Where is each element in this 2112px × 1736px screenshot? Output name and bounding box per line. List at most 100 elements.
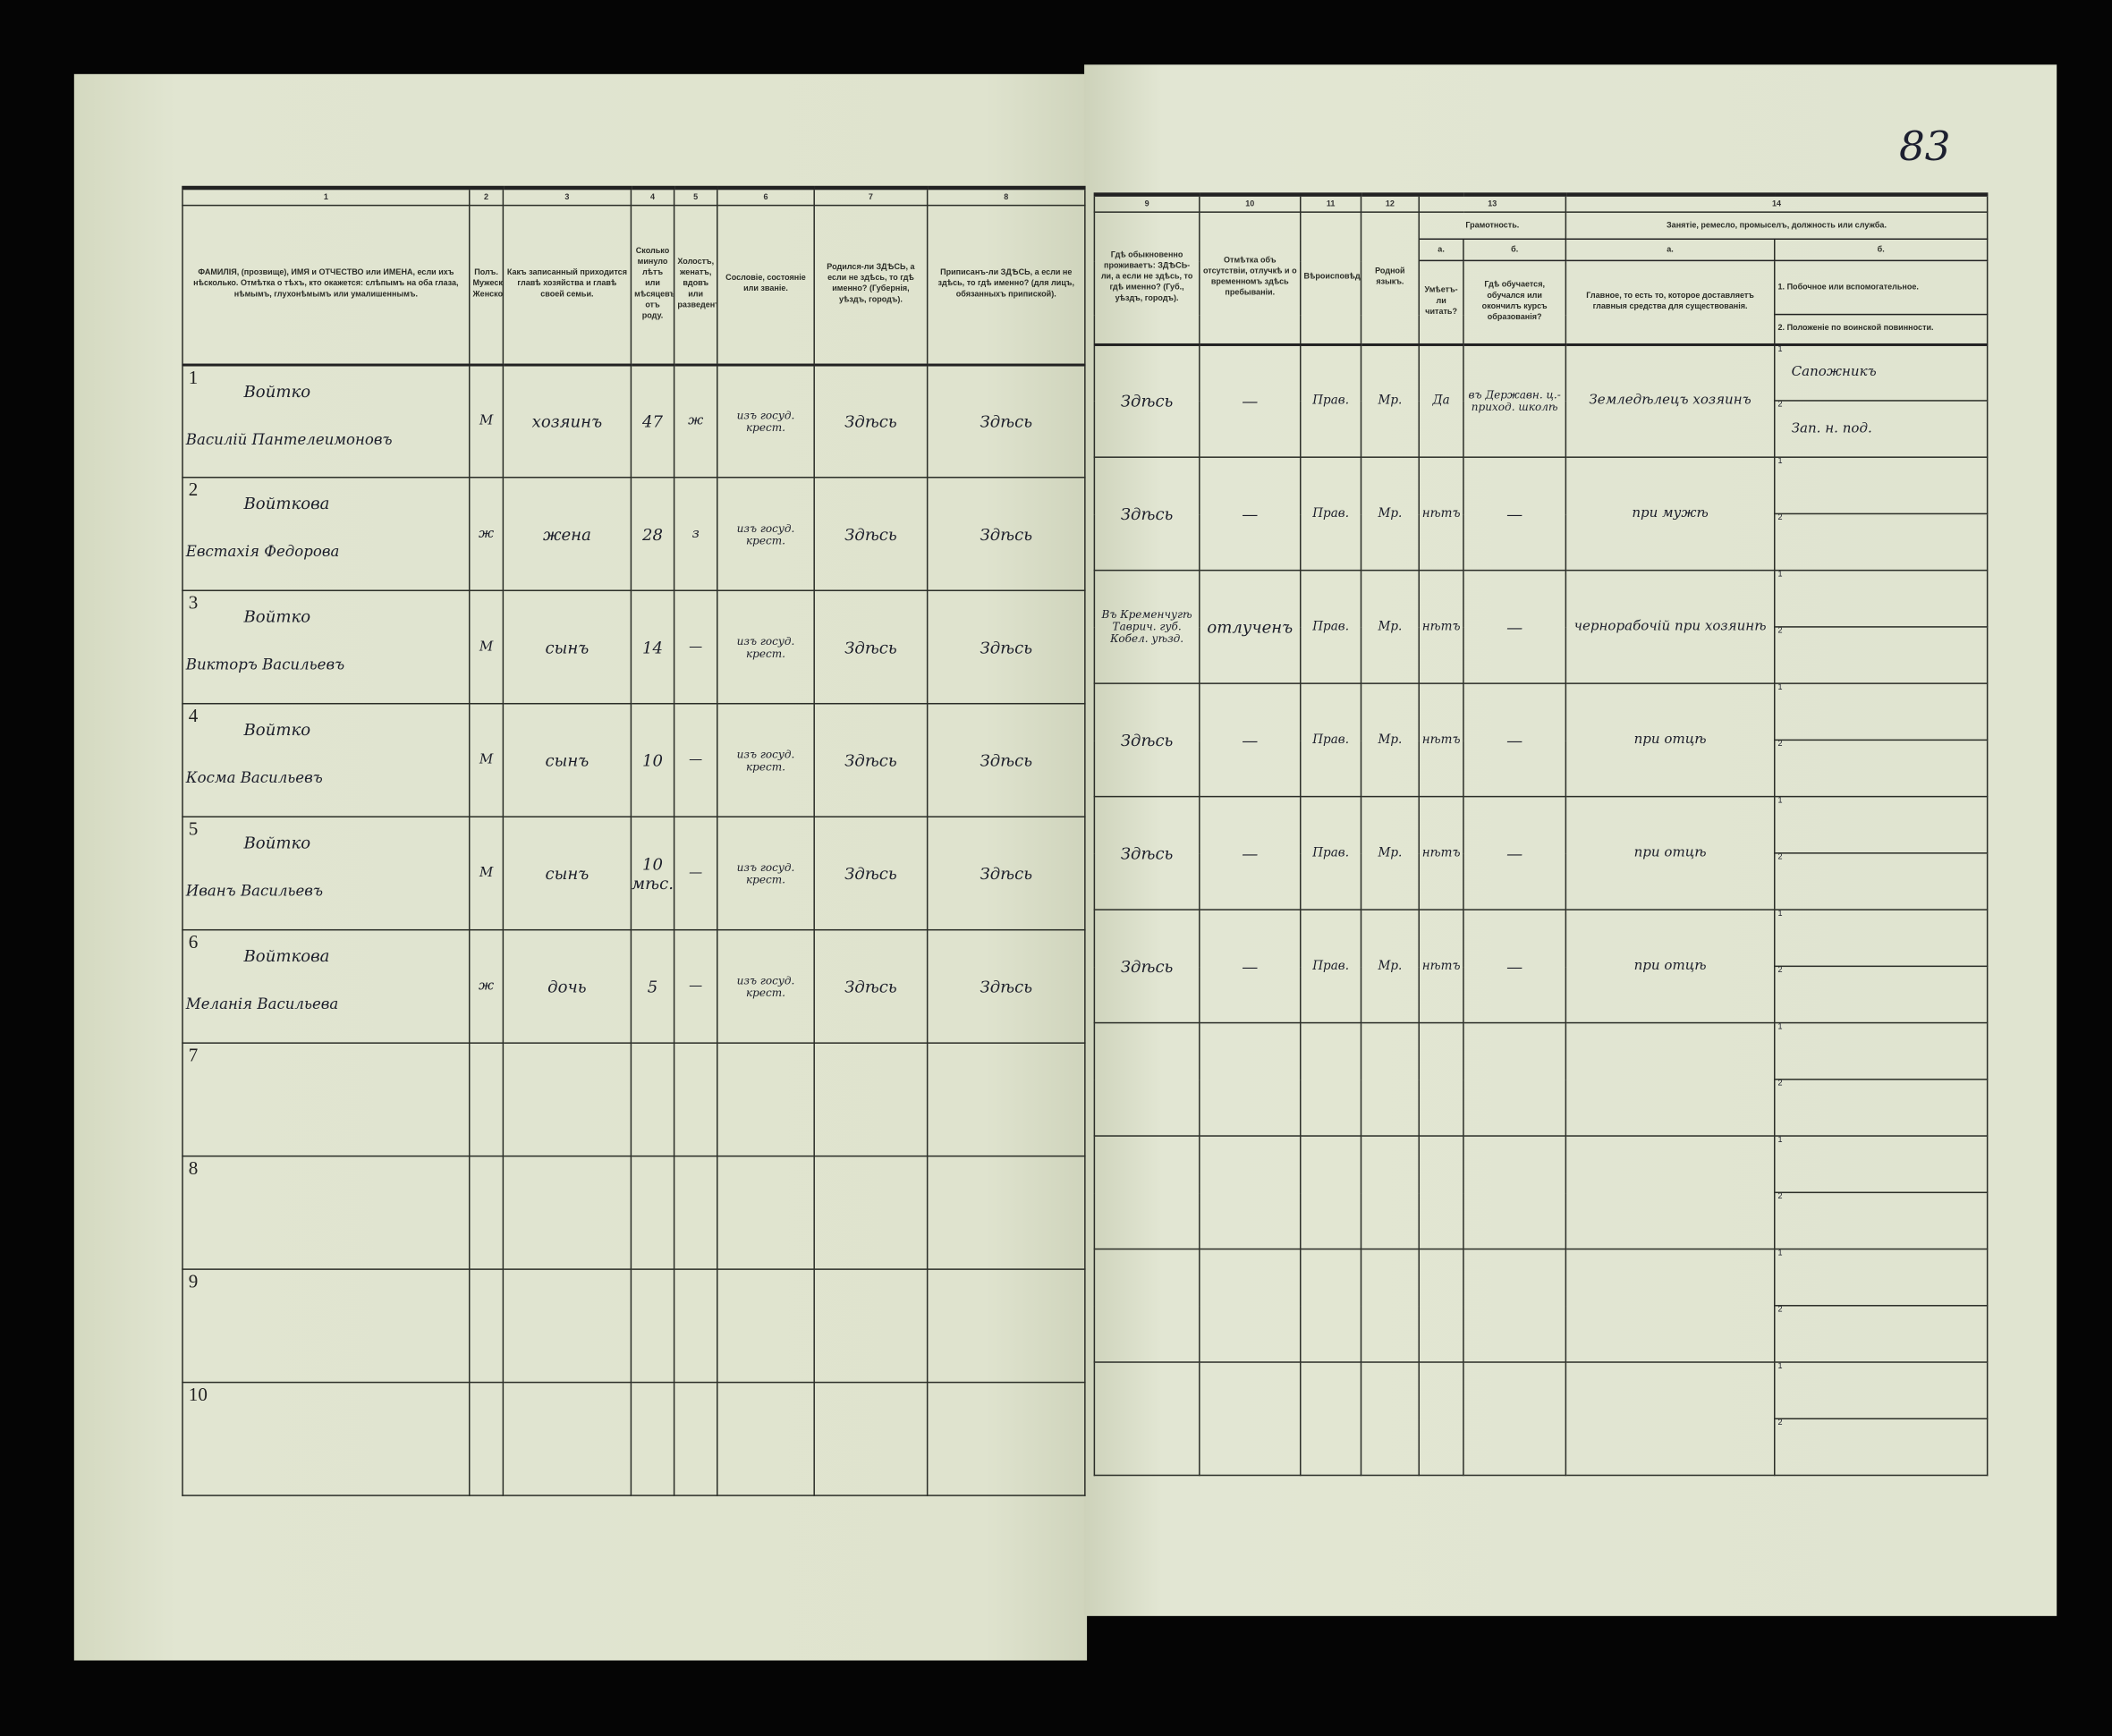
cell-language	[1360, 1021, 1421, 1137]
cell-estate: изъ госуд. крест.	[717, 928, 815, 1044]
cell-absence: отлученъ	[1199, 569, 1302, 684]
cell-language: Мр.	[1360, 456, 1421, 572]
cell-residence: Здѣсь	[1093, 795, 1200, 910]
column-header: Холостъ, женатъ, вдовъ или разведенъ.	[673, 204, 718, 366]
table-row: Въ Кременчугѣ Таврич. губ. Кобел. уѣзд. о…	[1093, 569, 1989, 684]
cell-education: —	[1463, 795, 1567, 910]
sub-label: 2	[1777, 1193, 1783, 1202]
census-table-right: 9 10 11 12 13 14 Гдѣ обыкновенно прожива…	[1093, 192, 1989, 1477]
cell-residence	[1093, 1361, 1200, 1477]
cell-born: Здѣсь	[813, 816, 929, 931]
cell-literate: нѣтъ	[1418, 682, 1464, 798]
cell-relation: хозяинъ	[502, 363, 632, 478]
row-number: 8	[188, 1159, 199, 1180]
header-occupation: Занятіе, ремесло, промыселъ, должность и…	[1565, 211, 1989, 241]
cell-occ_main: при мужѣ	[1565, 456, 1776, 572]
row-number: 2	[188, 480, 199, 502]
cell-occ_main	[1565, 1135, 1776, 1250]
page-number: 83	[1899, 123, 1951, 172]
cell-occ_main: при отцѣ	[1565, 682, 1776, 798]
given-name: Меланія Васильева	[185, 995, 339, 1013]
cell-literate	[1418, 1361, 1464, 1477]
name-cell: 1 Войтко Василій Пантелеимоновъ	[182, 363, 471, 478]
col-number: 9	[1093, 192, 1200, 213]
sub-label: 2	[1777, 741, 1783, 749]
name-cell: 2 Войткова Евстахія Федорова	[182, 477, 471, 592]
col-number: 10	[1199, 192, 1302, 213]
cell-age: 5	[630, 928, 675, 1044]
side-occupation-cell: 1	[1774, 795, 1989, 854]
col-number: 4	[630, 185, 675, 207]
sub-label: 1	[1777, 910, 1783, 919]
cell-absence: —	[1199, 456, 1302, 572]
header-can-read: Умѣетъ-ли читать?	[1418, 259, 1464, 346]
sub-label: 2	[1777, 853, 1783, 862]
sub-label: 1	[1777, 1023, 1783, 1032]
cell-estate	[717, 1155, 815, 1270]
cell-marital: —	[673, 589, 718, 705]
cell-literate: нѣтъ	[1418, 795, 1464, 910]
cell-religion: Прав.	[1300, 343, 1362, 458]
sub-label: 2	[1777, 1306, 1783, 1315]
cell-education: въ Державн. ц.-приход. школѣ	[1463, 343, 1567, 458]
cell-registered	[926, 1042, 1086, 1157]
col-number: 14	[1565, 192, 1989, 213]
cell-education	[1463, 1248, 1567, 1363]
header-residence: Гдѣ обыкновенно проживаетъ: ЗДѢСЬ-ли, а …	[1093, 211, 1200, 346]
header-13b-letter: б.	[1463, 238, 1567, 262]
cell-absence: —	[1199, 909, 1302, 1024]
cell-language: Мр.	[1360, 569, 1421, 684]
cell-registered: Здѣсь	[926, 363, 1086, 478]
cell-occ_main: при отцѣ	[1565, 909, 1776, 1024]
cell-born	[813, 1381, 929, 1496]
cell-registered	[926, 1268, 1086, 1384]
sub-label: 1	[1777, 571, 1783, 580]
military-status-cell: 2	[1774, 1305, 1989, 1363]
header-14a-letter: а.	[1565, 238, 1776, 262]
cell-language: Мр.	[1360, 795, 1421, 910]
header-14b-letter: б.	[1774, 238, 1989, 262]
table-row: 1	[1093, 1135, 1989, 1250]
surname: Войтко	[243, 381, 311, 401]
header-absence: Отмѣтка объ отсутствіи, отлучкѣ и о врем…	[1199, 211, 1302, 346]
header-language: Родной языкъ.	[1360, 211, 1421, 346]
cell-occ_main	[1565, 1021, 1776, 1137]
cell-religion: Прав.	[1300, 909, 1362, 1024]
col-number: 13	[1418, 192, 1567, 213]
name-cell: 10	[182, 1381, 471, 1496]
cell-born: Здѣсь	[813, 928, 929, 1044]
table-row: Здѣсь — Прав. Мр. нѣтъ — при мужѣ 1	[1093, 456, 1989, 572]
cell-literate: нѣтъ	[1418, 456, 1464, 572]
cell-education	[1463, 1361, 1567, 1477]
cell-estate: изъ госуд. крест.	[717, 702, 815, 817]
header-literacy: Грамотность.	[1418, 211, 1567, 241]
cell-absence: —	[1199, 795, 1302, 910]
sub-label: 2	[1777, 1080, 1783, 1088]
cell-education: —	[1463, 569, 1567, 684]
column-number-row: 9 10 11 12 13 14	[1093, 192, 1989, 213]
cell-relation: сынъ	[502, 702, 632, 817]
cell-born: Здѣсь	[813, 702, 929, 817]
table-row: 9	[182, 1268, 1086, 1384]
cell-relation: сынъ	[502, 589, 632, 705]
name-cell: 8	[182, 1155, 471, 1270]
cell-registered: Здѣсь	[926, 702, 1086, 817]
row-number: 9	[188, 1272, 199, 1293]
cell-religion: Прав.	[1300, 682, 1362, 798]
cell-registered: Здѣсь	[926, 928, 1086, 1044]
cell-religion	[1300, 1361, 1362, 1477]
cell-absence	[1199, 1021, 1302, 1137]
header-side-occupation: 1. Побочное или вспомогательное.	[1774, 259, 1989, 316]
cell-registered: Здѣсь	[926, 477, 1086, 592]
table-row: 1	[1093, 1248, 1989, 1363]
cell-age	[630, 1042, 675, 1157]
cell-residence: Въ Кременчугѣ Таврич. губ. Кобел. уѣзд.	[1093, 569, 1200, 684]
cell-language: Мр.	[1360, 343, 1421, 458]
cell-residence	[1093, 1135, 1200, 1250]
sub-label: 1	[1777, 1249, 1783, 1258]
table-row: 7	[182, 1042, 1086, 1157]
cell-sex	[468, 1155, 505, 1270]
